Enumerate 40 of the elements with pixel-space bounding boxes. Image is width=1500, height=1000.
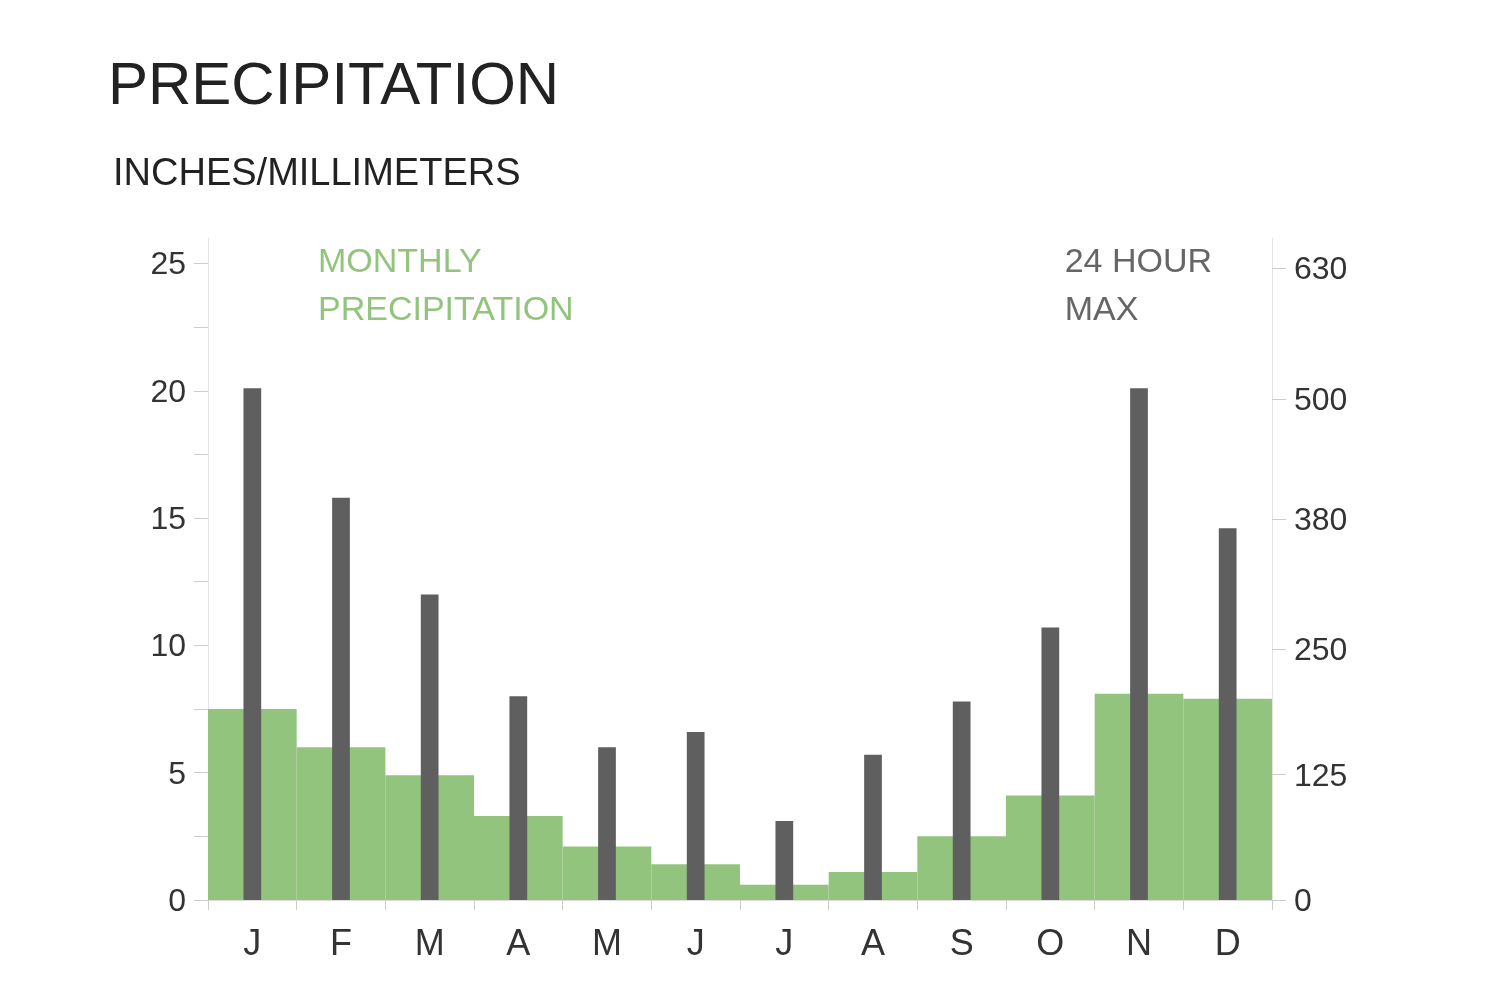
bar [332,497,350,900]
y2-tick-label: 380 [1294,501,1348,538]
x-tick-label: F [330,921,352,963]
y2-tick-label: 0 [1294,882,1312,918]
x-tick-label: D [1214,921,1241,963]
x-tick-label: A [860,921,886,963]
y-tick-label: 0 [168,882,186,918]
bar [1041,627,1060,900]
x-tick-label: J [775,921,794,963]
y-tick-label: 20 [150,372,186,409]
y-tick-label: 10 [150,627,186,664]
y2-tick-label: 125 [1294,756,1348,793]
bar [775,821,794,900]
x-tick-label: A [506,921,531,963]
y-tick-label: 5 [168,754,186,791]
x-tick-label: S [949,921,974,963]
bar [952,701,971,900]
text: MONTHLY PRECIPITATION [318,241,574,327]
chart-title: PRECIPITATION [108,49,560,117]
bar [1218,528,1237,900]
x-tick-label: J [243,921,262,963]
text: 24 HOUR MAX [1064,241,1212,327]
y-tick-label: 25 [150,245,186,282]
bar [686,731,705,900]
x-tick-label: N [1126,921,1152,963]
x-tick-label: J [686,921,705,963]
bar [509,696,528,900]
y2-tick-label: 250 [1294,631,1348,668]
bar [1130,388,1148,900]
bar [243,388,262,900]
chart-subtitle: INCHES/MILLIMETERS [113,151,521,193]
bar [420,594,439,900]
y-tick-label: 15 [150,500,186,537]
bar [864,754,882,900]
x-tick-label: O [1036,921,1065,963]
y2-tick-label: 500 [1294,380,1348,417]
x-tick-label: M [414,921,445,963]
y2-tick-label: 630 [1294,250,1348,287]
x-tick-label: M [592,921,622,963]
bar [598,747,616,900]
